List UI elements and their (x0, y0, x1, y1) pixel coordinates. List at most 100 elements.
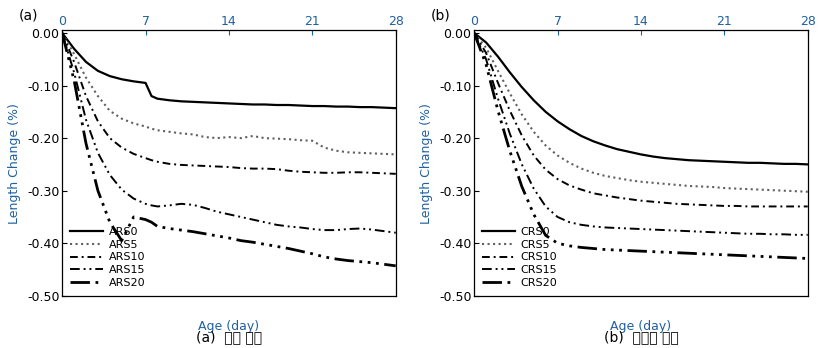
ARS20 (248, 240, 258, 244)
CRS0 (755, 161, 765, 165)
ARS20 (69, 78, 79, 82)
CRS0 (577, 134, 587, 138)
ARS5 (283, 137, 293, 141)
ARS10 (212, 164, 222, 168)
ARS20 (165, 227, 175, 231)
CRS10 (648, 200, 658, 204)
CRS0 (493, 55, 503, 59)
Text: Age (day): Age (day) (199, 320, 260, 333)
ARS15 (331, 228, 341, 232)
Legend: CRS0, CRS5, CRS10, CRS15, CRS20: CRS0, CRS5, CRS10, CRS15, CRS20 (480, 225, 559, 290)
ARS15 (367, 228, 377, 232)
CRS0 (612, 147, 622, 151)
Line: ARS10: ARS10 (62, 33, 396, 174)
CRS5 (505, 92, 515, 96)
CRS0 (529, 98, 539, 102)
ARS20 (117, 238, 127, 243)
ARS10 (355, 170, 365, 174)
ARS20 (379, 262, 389, 266)
ARS0 (260, 102, 269, 106)
ARS15 (355, 227, 365, 231)
CRS0 (803, 162, 812, 166)
ARS5 (296, 138, 306, 142)
CRS20 (636, 249, 646, 253)
CRS10 (564, 183, 574, 188)
ARS10 (224, 165, 234, 169)
CRS10 (493, 81, 503, 85)
ARS0 (224, 101, 234, 105)
ARS20 (212, 234, 222, 238)
ARS10 (272, 167, 282, 171)
ARS15 (152, 204, 162, 208)
ARS10 (320, 171, 330, 175)
CRS20 (612, 248, 622, 252)
ARS5 (320, 145, 330, 150)
ARS0 (320, 104, 330, 108)
CRS5 (529, 130, 539, 134)
ARS20 (343, 259, 353, 263)
ARS5 (212, 136, 222, 140)
CRS20 (600, 247, 610, 252)
ARS0 (200, 100, 210, 104)
CRS20 (719, 253, 729, 257)
ARS10 (379, 171, 389, 175)
Line: ARS20: ARS20 (62, 33, 396, 266)
ARS20 (152, 224, 162, 229)
CRS5 (719, 186, 729, 190)
CRS5 (779, 189, 789, 193)
CRS5 (695, 184, 705, 189)
CRS10 (612, 196, 622, 200)
ARS15 (188, 203, 198, 207)
Text: (a): (a) (19, 8, 38, 22)
ARS5 (260, 136, 269, 140)
CRS5 (791, 189, 801, 193)
CRS15 (743, 232, 753, 236)
CRS15 (719, 231, 729, 235)
CRS15 (553, 215, 563, 219)
CRS0 (779, 162, 789, 166)
ARS0 (93, 69, 103, 73)
CRS5 (553, 153, 563, 158)
ARS20 (283, 246, 293, 251)
ARS5 (200, 135, 210, 139)
CRS20 (493, 109, 503, 113)
CRS5 (732, 187, 742, 191)
ARS5 (152, 128, 162, 132)
Text: (b)  탄산화 양생: (b) 탄산화 양생 (603, 331, 678, 345)
ARS10 (69, 60, 79, 64)
ARS0 (165, 98, 175, 102)
CRS10 (755, 204, 765, 208)
CRS5 (708, 185, 718, 189)
CRS15 (791, 233, 801, 237)
CRS15 (588, 224, 598, 229)
CRS5 (493, 69, 503, 73)
ARS0 (117, 77, 127, 81)
CRS15 (660, 228, 670, 232)
CRS0 (695, 159, 705, 163)
ARS5 (188, 132, 198, 136)
ARS0 (367, 105, 377, 109)
CRS0 (481, 40, 491, 45)
CRS10 (600, 193, 610, 198)
CRS5 (755, 188, 765, 192)
ARS0 (283, 103, 293, 107)
ARS20 (320, 255, 330, 259)
ARS20 (260, 242, 269, 246)
CRS5 (517, 112, 527, 117)
ARS10 (141, 156, 151, 160)
ARS15 (248, 218, 258, 222)
CRS5 (541, 143, 550, 148)
ARS5 (129, 121, 138, 126)
ARS20 (81, 141, 91, 145)
ARS15 (81, 118, 91, 122)
ARS15 (212, 209, 222, 214)
ARS15 (343, 227, 353, 231)
ARS5 (367, 151, 377, 156)
CRS10 (767, 204, 777, 208)
ARS15 (57, 31, 67, 35)
CRS20 (695, 252, 705, 256)
CRS20 (779, 255, 789, 260)
ARS10 (129, 152, 138, 156)
CRS0 (541, 110, 550, 114)
ARS15 (69, 70, 79, 74)
